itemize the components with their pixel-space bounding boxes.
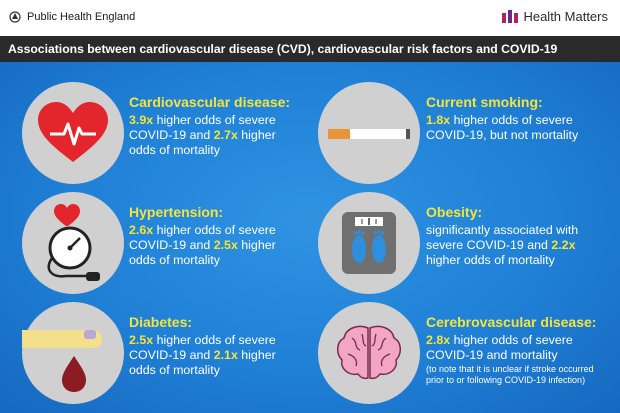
phe-logo: Public Health England (8, 10, 135, 24)
hypertension-mortality-odds: 2.5x (213, 238, 238, 252)
cvd-title: Cardiovascular disease: (129, 94, 291, 110)
hypertension-severe-odds: 2.6x (129, 223, 154, 237)
weighing-scale-icon (342, 212, 396, 274)
diabetes-text-1: higher odds of severe COVID-19 and (129, 333, 276, 362)
obesity-text-0: significantly associated with severe COV… (426, 223, 579, 252)
diabetes-item: Diabetes: 2.5x higher odds of severe COV… (129, 314, 304, 378)
diabetes-text-2: higher odds of mortality (129, 348, 276, 377)
page-title: Associations between cardiovascular dise… (0, 36, 620, 62)
cigarette-icon (328, 129, 410, 139)
cvd-text-1: higher odds of severe COVID-19 and (129, 113, 276, 142)
obesity-circle (318, 192, 420, 294)
hypertension-title: Hypertension: (129, 204, 224, 220)
infographic-panel: Cardiovascular disease: 3.9x higher odds… (0, 62, 620, 413)
health-matters-logo: Health Matters (502, 9, 608, 24)
heart-ecg-icon (38, 102, 108, 162)
hypertension-text-2: higher odds of mortality (129, 238, 276, 267)
obesity-text: significantly associated with severe COV… (426, 223, 596, 268)
diabetes-title: Diabetes: (129, 314, 193, 330)
cerebro-severe-odds: 2.8x (426, 333, 451, 347)
diabetes-severe-odds: 2.5x (129, 333, 154, 347)
cvd-mortality-odds: 2.7x (213, 128, 238, 142)
brain-icon (337, 325, 401, 380)
obesity-text-1: higher odds of mortality (426, 253, 555, 267)
blood-drop-finger-icon (22, 330, 102, 392)
cerebro-title: Cerebrovascular disease: (426, 314, 597, 330)
cerebro-item: Cerebrovascular disease: 2.8x higher odd… (426, 314, 606, 386)
brand-name: Health Matters (523, 9, 608, 24)
diabetes-mortality-odds: 2.1x (213, 348, 238, 362)
obesity-mortality-odds: 2.2x (551, 238, 576, 252)
cvd-text: 3.9x higher odds of severe COVID-19 and … (129, 113, 304, 158)
smoking-item: Current smoking: 1.8x higher odds of sev… (426, 94, 606, 143)
org-name: Public Health England (27, 11, 136, 23)
obesity-item: Obesity: significantly associated with s… (426, 204, 596, 268)
hypertension-item: Hypertension: 2.6x higher odds of severe… (129, 204, 304, 268)
smoking-severe-odds: 1.8x (426, 113, 451, 127)
cerebro-note: (to note that it is unclear if stroke oc… (426, 364, 594, 385)
cvd-circle (22, 82, 124, 184)
smoking-text: 1.8x higher odds of severe COVID-19, but… (426, 113, 606, 143)
health-matters-icon (502, 9, 519, 23)
cvd-item: Cardiovascular disease: 3.9x higher odds… (129, 94, 304, 158)
smoking-title: Current smoking: (426, 94, 543, 110)
smoking-text-1: higher odds of severe COVID-19, but not … (426, 113, 579, 142)
cvd-severe-odds: 3.9x (129, 113, 154, 127)
obesity-title: Obesity: (426, 204, 483, 220)
diabetes-circle (22, 302, 124, 404)
royal-crest-icon (9, 11, 21, 23)
hypertension-text: 2.6x higher odds of severe COVID-19 and … (129, 223, 304, 268)
top-bar: Public Health England Health Matters (0, 0, 620, 36)
smoking-circle (318, 82, 420, 184)
hypertension-circle (22, 192, 124, 294)
cvd-text-2: higher odds of mortality (129, 128, 276, 157)
hypertension-text-1: higher odds of severe COVID-19 and (129, 223, 276, 252)
blood-pressure-gauge-icon (47, 204, 100, 281)
cerebro-text-1: higher odds of severe COVID-19 and morta… (426, 333, 573, 362)
cerebro-text: 2.8x higher odds of severe COVID-19 and … (426, 333, 606, 363)
diabetes-text: 2.5x higher odds of severe COVID-19 and … (129, 333, 304, 378)
cerebro-circle (318, 302, 420, 404)
